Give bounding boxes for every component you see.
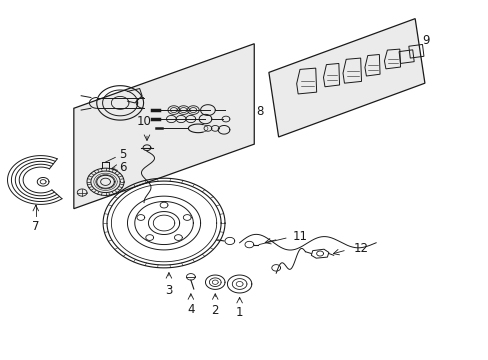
Polygon shape — [74, 44, 254, 209]
Text: 9: 9 — [422, 33, 429, 47]
Text: 1: 1 — [235, 306, 243, 319]
Text: 2: 2 — [211, 304, 219, 317]
Text: 10: 10 — [137, 115, 152, 128]
Text: 3: 3 — [165, 284, 172, 297]
Text: 11: 11 — [292, 230, 306, 243]
Polygon shape — [268, 19, 424, 137]
Text: 6: 6 — [119, 161, 126, 174]
Text: 12: 12 — [352, 242, 367, 255]
Text: 5: 5 — [119, 148, 126, 161]
Text: 8: 8 — [256, 105, 264, 118]
Text: 4: 4 — [187, 303, 194, 316]
Text: 7: 7 — [32, 220, 40, 233]
